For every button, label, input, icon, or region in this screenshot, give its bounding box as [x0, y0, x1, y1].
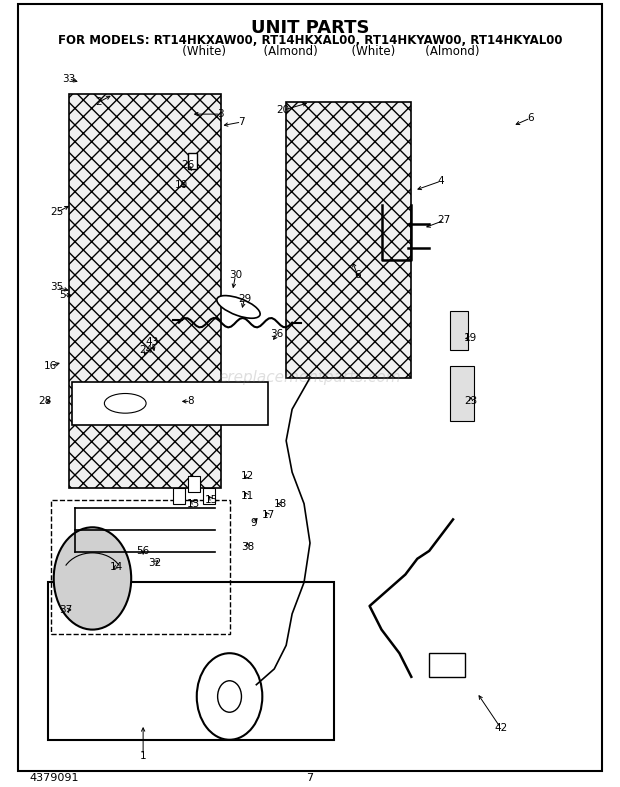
Text: 16: 16 [44, 361, 58, 371]
Text: 2: 2 [95, 98, 102, 107]
Text: 38: 38 [241, 542, 254, 552]
Text: 17: 17 [262, 511, 275, 520]
Bar [173, 488, 185, 504]
Text: 26: 26 [181, 161, 195, 170]
Ellipse shape [217, 296, 260, 318]
Text: 6: 6 [355, 271, 361, 280]
Text: ereplacementparts.com: ereplacementparts.com [219, 370, 401, 386]
Text: 9: 9 [250, 519, 257, 528]
Text: 33: 33 [62, 74, 75, 83]
Bar [51, 500, 229, 634]
Text: 30: 30 [229, 271, 242, 280]
Bar [286, 102, 411, 378]
Text: 12: 12 [241, 471, 254, 481]
Polygon shape [188, 153, 197, 169]
Bar [188, 476, 200, 492]
Text: 6: 6 [527, 113, 534, 123]
Text: 32: 32 [148, 558, 162, 567]
Text: 7: 7 [238, 117, 245, 127]
Bar [69, 94, 221, 488]
Text: (White)          (Almond)         (White)        (Almond): (White) (Almond) (White) (Almond) [141, 46, 479, 58]
Bar [71, 382, 268, 425]
Text: 36: 36 [270, 330, 284, 339]
Text: 56: 56 [136, 546, 150, 556]
Text: 5: 5 [60, 290, 66, 300]
Text: 23: 23 [464, 397, 477, 406]
Text: FOR MODELS: RT14HKXAW00, RT14HKXAL00, RT14HKYAW00, RT14HKYAL00: FOR MODELS: RT14HKXAW00, RT14HKXAL00, RT… [58, 35, 562, 47]
Text: 27: 27 [438, 216, 451, 225]
Text: 20: 20 [277, 105, 290, 115]
Text: UNIT PARTS: UNIT PARTS [250, 19, 370, 36]
Bar [450, 311, 468, 350]
Bar [450, 366, 474, 421]
Text: 25: 25 [50, 208, 63, 217]
Text: 13: 13 [187, 499, 200, 508]
Text: 37: 37 [59, 605, 73, 615]
Text: 24: 24 [140, 345, 153, 355]
Text: 3: 3 [217, 109, 224, 119]
Text: 7: 7 [306, 773, 314, 782]
Text: 43: 43 [146, 338, 159, 347]
Text: 19: 19 [464, 334, 477, 343]
Text: 10: 10 [175, 180, 188, 190]
Circle shape [54, 527, 131, 630]
Text: 28: 28 [38, 397, 51, 406]
Bar [48, 582, 334, 740]
Bar [203, 488, 215, 504]
Text: 8: 8 [187, 397, 194, 406]
Text: 15: 15 [205, 495, 218, 504]
Text: 4379091: 4379091 [30, 773, 79, 782]
Text: 35: 35 [50, 283, 63, 292]
Text: 29: 29 [238, 294, 251, 304]
Text: 18: 18 [273, 499, 287, 508]
Text: 11: 11 [241, 491, 254, 501]
Text: 14: 14 [110, 562, 123, 571]
Text: 42: 42 [494, 723, 507, 733]
Bar [429, 653, 465, 677]
Text: 4: 4 [438, 176, 445, 186]
Text: 1: 1 [140, 751, 146, 760]
